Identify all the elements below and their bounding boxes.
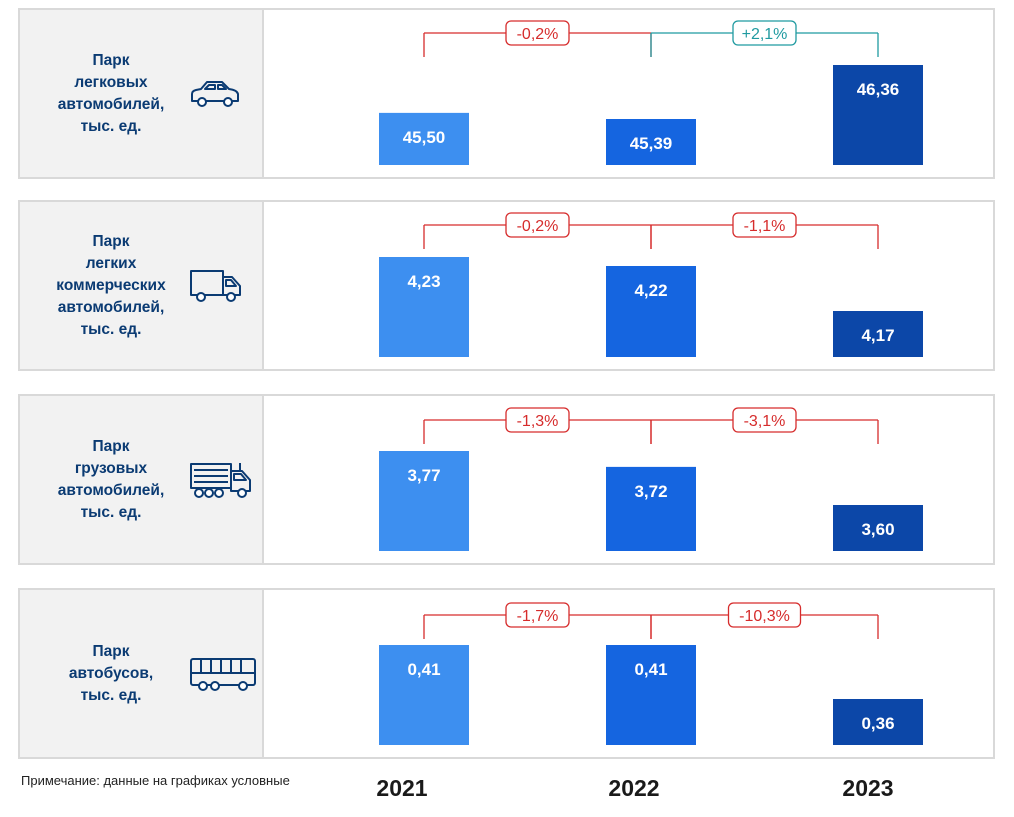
change-badge [505,20,570,46]
bar-2021 [379,112,469,165]
change-label: -10,3% [739,608,790,625]
chart-plot: 4,23 4,22 4,17 -0,2% -1,1% [379,212,923,357]
change-bracket: -10,3% [650,602,879,639]
title-line: легких [85,254,137,272]
bus-icon [190,657,256,691]
year-label-2022: 2022 [608,775,660,801]
truck-icon [190,462,251,498]
title-line: Парк [92,232,130,250]
bar-value-label: 0,41 [634,660,667,679]
panel-label-box: Парк автобусов, тыс. ед. [20,590,264,757]
panel-light-commercial: Парк легких коммерческих автомобилей, ты… [18,200,995,371]
bar-value-label: 0,36 [861,714,894,733]
bar-2021 [379,645,469,745]
title-line: автомобилей, [57,298,165,316]
change-label: -3,1% [744,413,786,430]
change-bracket: +2,1% [650,20,879,57]
bar-value-label: 3,72 [634,482,667,501]
change-bracket: -1,7% [423,602,652,639]
title-line: Парк [92,51,130,69]
title-line: легковых [74,73,148,91]
bar-value-label: 45,50 [403,128,446,147]
panel-label-box: Парк легких коммерческих автомобилей, ты… [20,202,264,369]
bar-2022 [606,466,696,551]
bar-value-label: 4,22 [634,281,667,300]
panel-trucks: Парк грузовых автомобилей, тыс. ед. 3,77… [18,394,995,565]
panel-label-box: Парк легковых автомобилей, тыс. ед. [20,10,264,177]
panel-title: Парк легковых автомобилей, тыс. ед. [36,50,186,138]
change-badge [505,407,570,433]
bar-2021 [379,451,469,551]
bar-2021 [379,257,469,357]
car-icon [191,80,239,107]
title-line: тыс. ед. [80,503,142,521]
panel-cars: Парк легковых автомобилей, тыс. ед. 45,5… [18,8,995,179]
change-bracket: -3,1% [650,407,879,444]
title-line: автобусов, [68,664,154,682]
title-line: тыс. ед. [80,320,142,338]
chart-plot: 45,50 45,39 46,36 -0,2% +2,1% [379,20,923,165]
change-badge [732,212,797,238]
title-line: автомобилей, [57,95,165,113]
change-badge [505,602,570,628]
panel-title: Парк автобусов, тыс. ед. [36,641,186,707]
bar-value-label: 4,23 [407,272,440,291]
title-line: тыс. ед. [80,686,142,704]
bar-value-label: 3,77 [407,466,440,485]
title-line: тыс. ед. [80,117,142,135]
change-badge [732,407,797,433]
bar-2023 [833,311,923,357]
change-badge [732,20,797,46]
title-line: автомобилей, [57,481,165,499]
title-line: Парк [92,437,130,455]
title-line: грузовых [74,459,148,477]
bar-2023 [833,65,923,165]
change-bracket: -1,3% [423,407,652,444]
bar-value-label: 45,39 [630,134,673,153]
change-label: -1,1% [744,218,786,235]
year-label-2021: 2021 [376,775,428,801]
change-bracket: -0,2% [423,212,652,249]
bar-value-label: 0,41 [407,660,440,679]
chart-plot: 0,41 0,41 0,36 -1,7% -10,3% [379,602,923,745]
van-icon [190,269,241,302]
change-bracket: -1,1% [650,212,879,249]
bar-value-label: 3,60 [861,520,894,539]
panel-buses: Парк автобусов, тыс. ед. 0,41 0,41 0,36 -1,… [18,588,995,759]
bar-2022 [606,119,696,165]
bar-value-label: 4,17 [861,326,894,345]
change-label: -1,7% [517,608,559,625]
bar-value-label: 46,36 [857,80,900,99]
footnote: Примечание: данные на графиках условные [21,773,290,788]
change-label: -1,3% [517,413,559,430]
change-label: -0,2% [517,26,559,43]
change-badge [727,602,802,628]
panel-title: Парк легких коммерческих автомобилей, ты… [36,231,186,341]
chart-plot: 3,77 3,72 3,60 -1,3% -3,1% [379,407,923,551]
year-label-2023: 2023 [842,775,894,801]
change-bracket: -0,2% [423,20,652,57]
bar-2022 [606,645,696,745]
bar-2023 [833,699,923,745]
change-badge [505,212,570,238]
change-label: -0,2% [517,218,559,235]
panel-label-box: Парк грузовых автомобилей, тыс. ед. [20,396,264,563]
bar-2022 [606,266,696,357]
title-line: коммерческих [56,276,166,294]
bar-2023 [833,505,923,551]
change-label: +2,1% [742,26,788,43]
title-line: Парк [92,642,130,660]
panel-title: Парк грузовых автомобилей, тыс. ед. [36,436,186,524]
